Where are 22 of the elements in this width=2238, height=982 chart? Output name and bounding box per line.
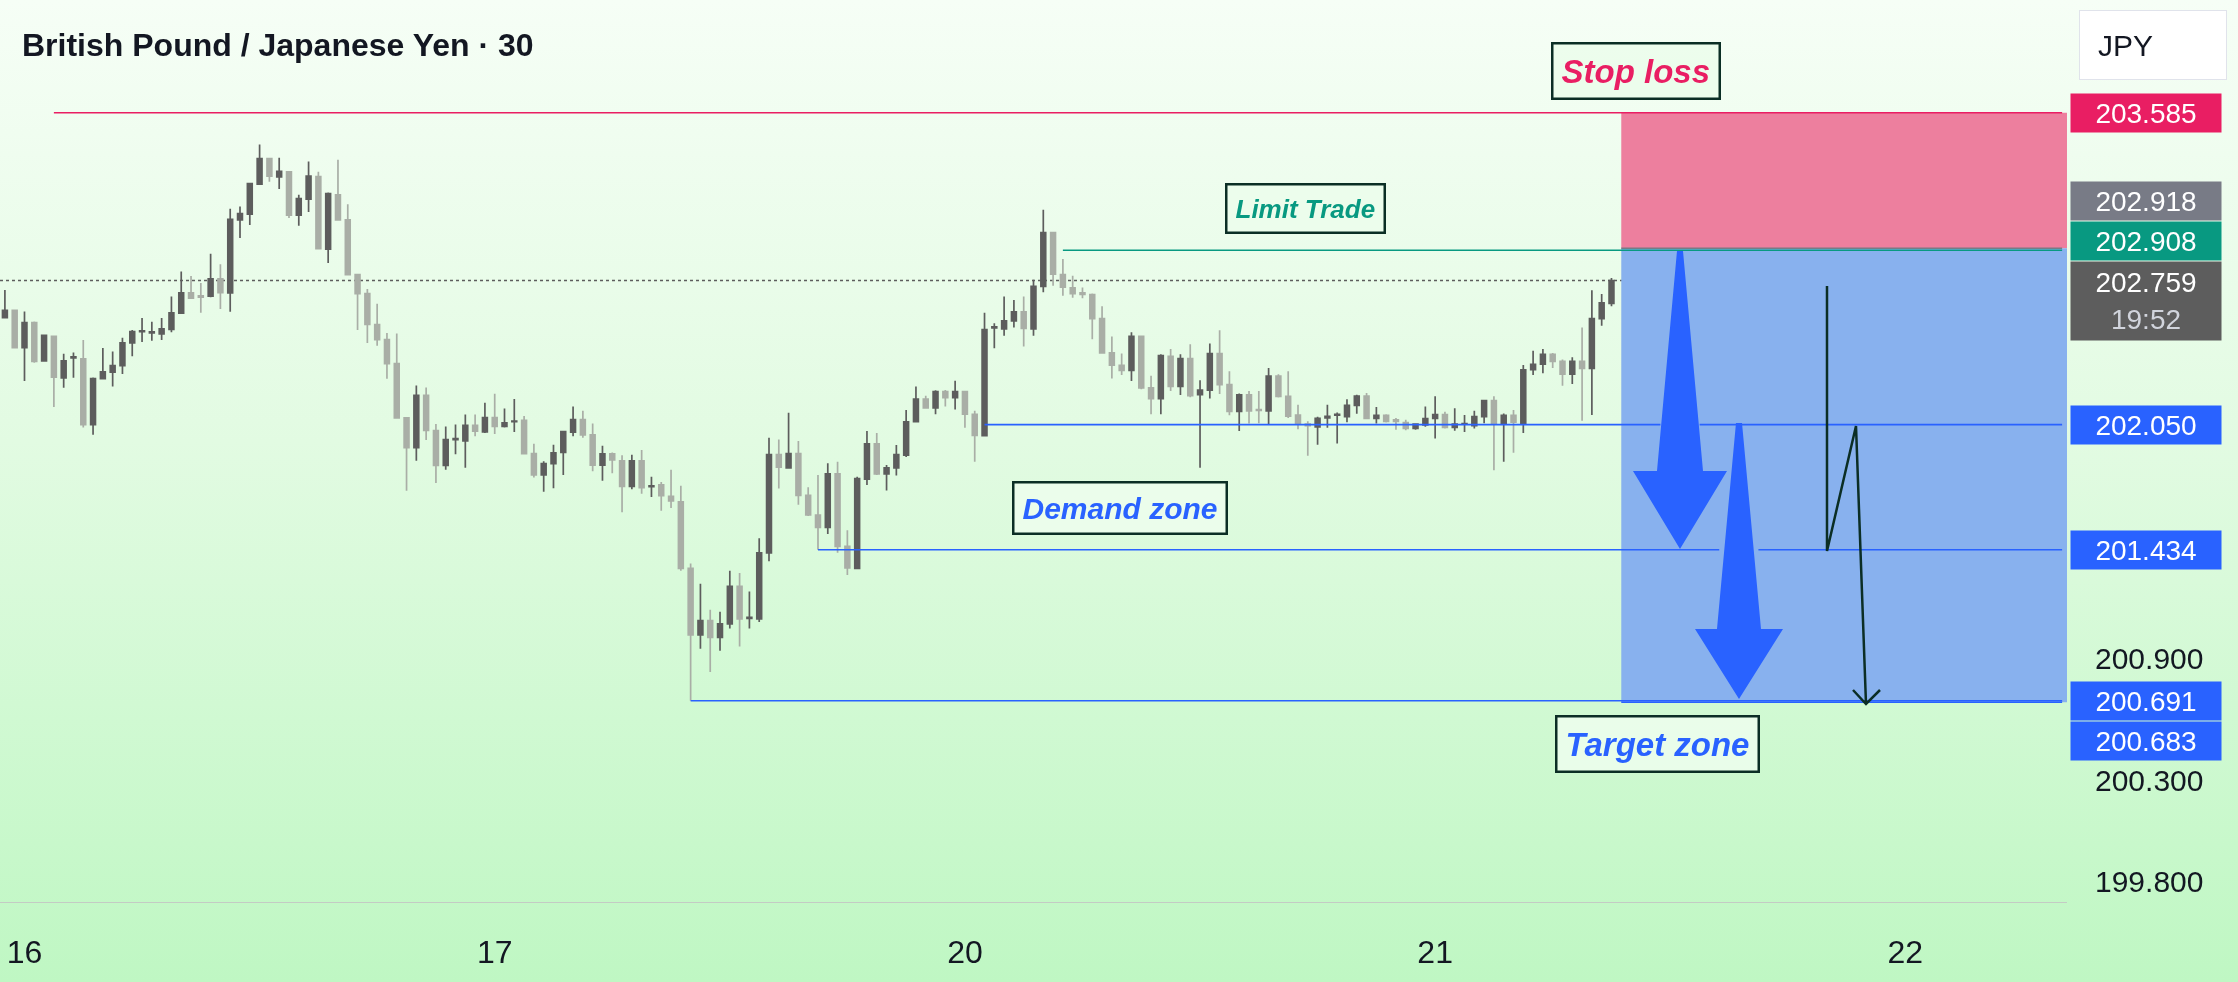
x-tick-label: 22 bbox=[1887, 934, 1924, 971]
x-tick-label: 20 bbox=[947, 934, 983, 971]
text: British Pound / Japanese Yen · 30 bbox=[22, 27, 534, 64]
data-label: 203.585 bbox=[2095, 97, 2197, 129]
data-label: 202.908 bbox=[2095, 225, 2197, 257]
data-label: 202.050 bbox=[2095, 409, 2197, 441]
data-label: 200.683 bbox=[2095, 725, 2197, 757]
x-tick-label: 17 bbox=[476, 934, 513, 971]
annotation: Stop loss bbox=[1561, 52, 1711, 90]
x-tick-label: 16 bbox=[6, 934, 43, 971]
data-label: 202.918 bbox=[2095, 185, 2197, 217]
annotation: Limit Trade bbox=[1235, 193, 1376, 224]
annotation: Target zone bbox=[1565, 725, 1750, 763]
y-tick-label: 200.300 bbox=[2095, 763, 2204, 797]
ref-line-label: 202.759 19:52 bbox=[2095, 267, 2197, 335]
data-label: 201.434 bbox=[2095, 534, 2197, 566]
annotation: Demand zone bbox=[1022, 491, 1218, 525]
y-tick-label: 200.900 bbox=[2095, 641, 2204, 675]
text: JPY bbox=[2098, 28, 2154, 62]
x-tick-label: 21 bbox=[1417, 934, 1453, 971]
y-tick-label: 199.800 bbox=[2095, 865, 2204, 899]
data-label: 200.691 bbox=[2095, 685, 2197, 717]
